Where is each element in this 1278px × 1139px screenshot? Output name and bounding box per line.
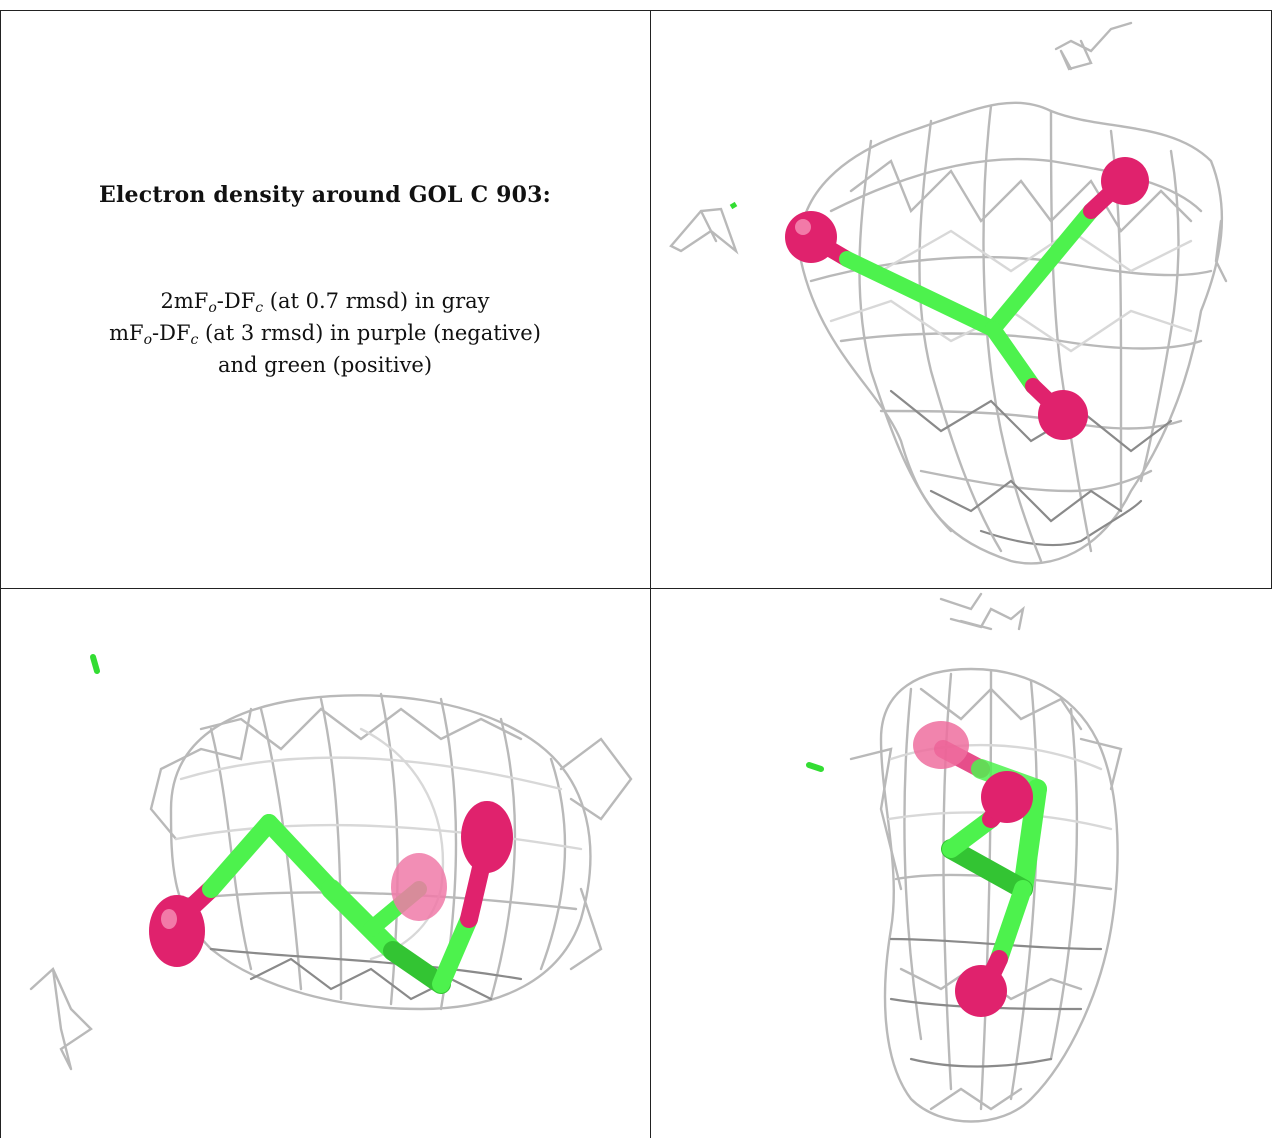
positive-density-blob bbox=[806, 762, 824, 772]
grid-left-border bbox=[0, 10, 1, 1138]
caption-line-green: and green (positive) bbox=[217, 353, 433, 377]
glycerol-model bbox=[913, 721, 1047, 1017]
bond-carbon bbox=[985, 203, 1099, 337]
glycerol-model bbox=[785, 157, 1149, 440]
oxygen-atom bbox=[785, 211, 837, 263]
mesh-cage bbox=[849, 667, 1123, 1123]
grid-right-border bbox=[1271, 10, 1272, 588]
caption-text: mF bbox=[109, 321, 144, 345]
caption-cell: Electron density around GOL C 903: 2mFo-… bbox=[0, 10, 650, 588]
bond-carbon bbox=[839, 251, 1001, 337]
mesh-cage bbox=[798, 101, 1228, 565]
bond-carbon bbox=[941, 839, 1033, 899]
caption-text: -DF bbox=[152, 321, 191, 345]
positive-density-blob bbox=[729, 201, 738, 210]
caption-line-mfo: mFo-DFc (at 3 rmsd) in purple (negative) bbox=[0, 318, 650, 348]
bond-carbon bbox=[260, 814, 340, 898]
bond-carbon bbox=[990, 880, 1032, 968]
figure-grid: Electron density around GOL C 903: 2mFo-… bbox=[0, 10, 1272, 1138]
oxygen-atom bbox=[461, 801, 513, 873]
caption-text: 2mF bbox=[160, 289, 209, 313]
density-panel-bottom-left bbox=[1, 589, 650, 1138]
mesh-fragment bbox=[29, 967, 93, 1071]
glycerol-model bbox=[149, 801, 513, 994]
mesh-fragment bbox=[939, 592, 1025, 631]
caption-sub: o bbox=[208, 300, 217, 316]
atom-highlight bbox=[795, 219, 811, 235]
caption-title: Electron density around GOL C 903: bbox=[99, 182, 551, 208]
density-view-bottom-left bbox=[29, 654, 633, 1071]
caption-line-2mfo: 2mFo-DFc (at 0.7 rmsd) in gray bbox=[0, 286, 650, 316]
oxygen-atom bbox=[955, 965, 1007, 1017]
bond-carbon bbox=[432, 910, 478, 993]
oxygen-atom bbox=[1101, 157, 1149, 205]
oxygen-atom bbox=[1038, 390, 1088, 440]
caption-text: -DF bbox=[216, 289, 256, 313]
caption-sub: o bbox=[143, 332, 153, 348]
grid-top-border bbox=[0, 10, 1272, 11]
bond-carbon bbox=[1013, 779, 1047, 899]
bond-carbon bbox=[202, 814, 278, 898]
bond-carbon bbox=[321, 879, 403, 961]
oxygen-atom bbox=[149, 895, 205, 967]
density-panel-top-right bbox=[651, 11, 1271, 588]
grid-middle-divider bbox=[0, 588, 1272, 589]
grid-center-divider bbox=[650, 10, 651, 1138]
bond-carbon bbox=[383, 941, 451, 994]
caption-text: (at 0.7 rmsd) in gray bbox=[263, 289, 490, 313]
mesh-fragment bbox=[669, 21, 1133, 255]
bond-carbon bbox=[985, 321, 1041, 394]
density-view-top-right bbox=[669, 21, 1228, 565]
oxygen-atom bbox=[981, 771, 1033, 823]
density-panel-bottom-right bbox=[651, 589, 1272, 1138]
atom-highlight bbox=[161, 909, 177, 929]
positive-density-blob bbox=[90, 654, 100, 674]
density-view-bottom-right bbox=[806, 592, 1123, 1123]
oxygen-atom bbox=[391, 853, 447, 921]
caption-sub: c bbox=[255, 300, 264, 316]
mesh-cage bbox=[149, 692, 633, 1011]
oxygen-atom bbox=[913, 721, 969, 769]
caption-sub: c bbox=[190, 332, 199, 348]
caption-text: (at 3 rmsd) in purple (negative) bbox=[198, 321, 541, 345]
